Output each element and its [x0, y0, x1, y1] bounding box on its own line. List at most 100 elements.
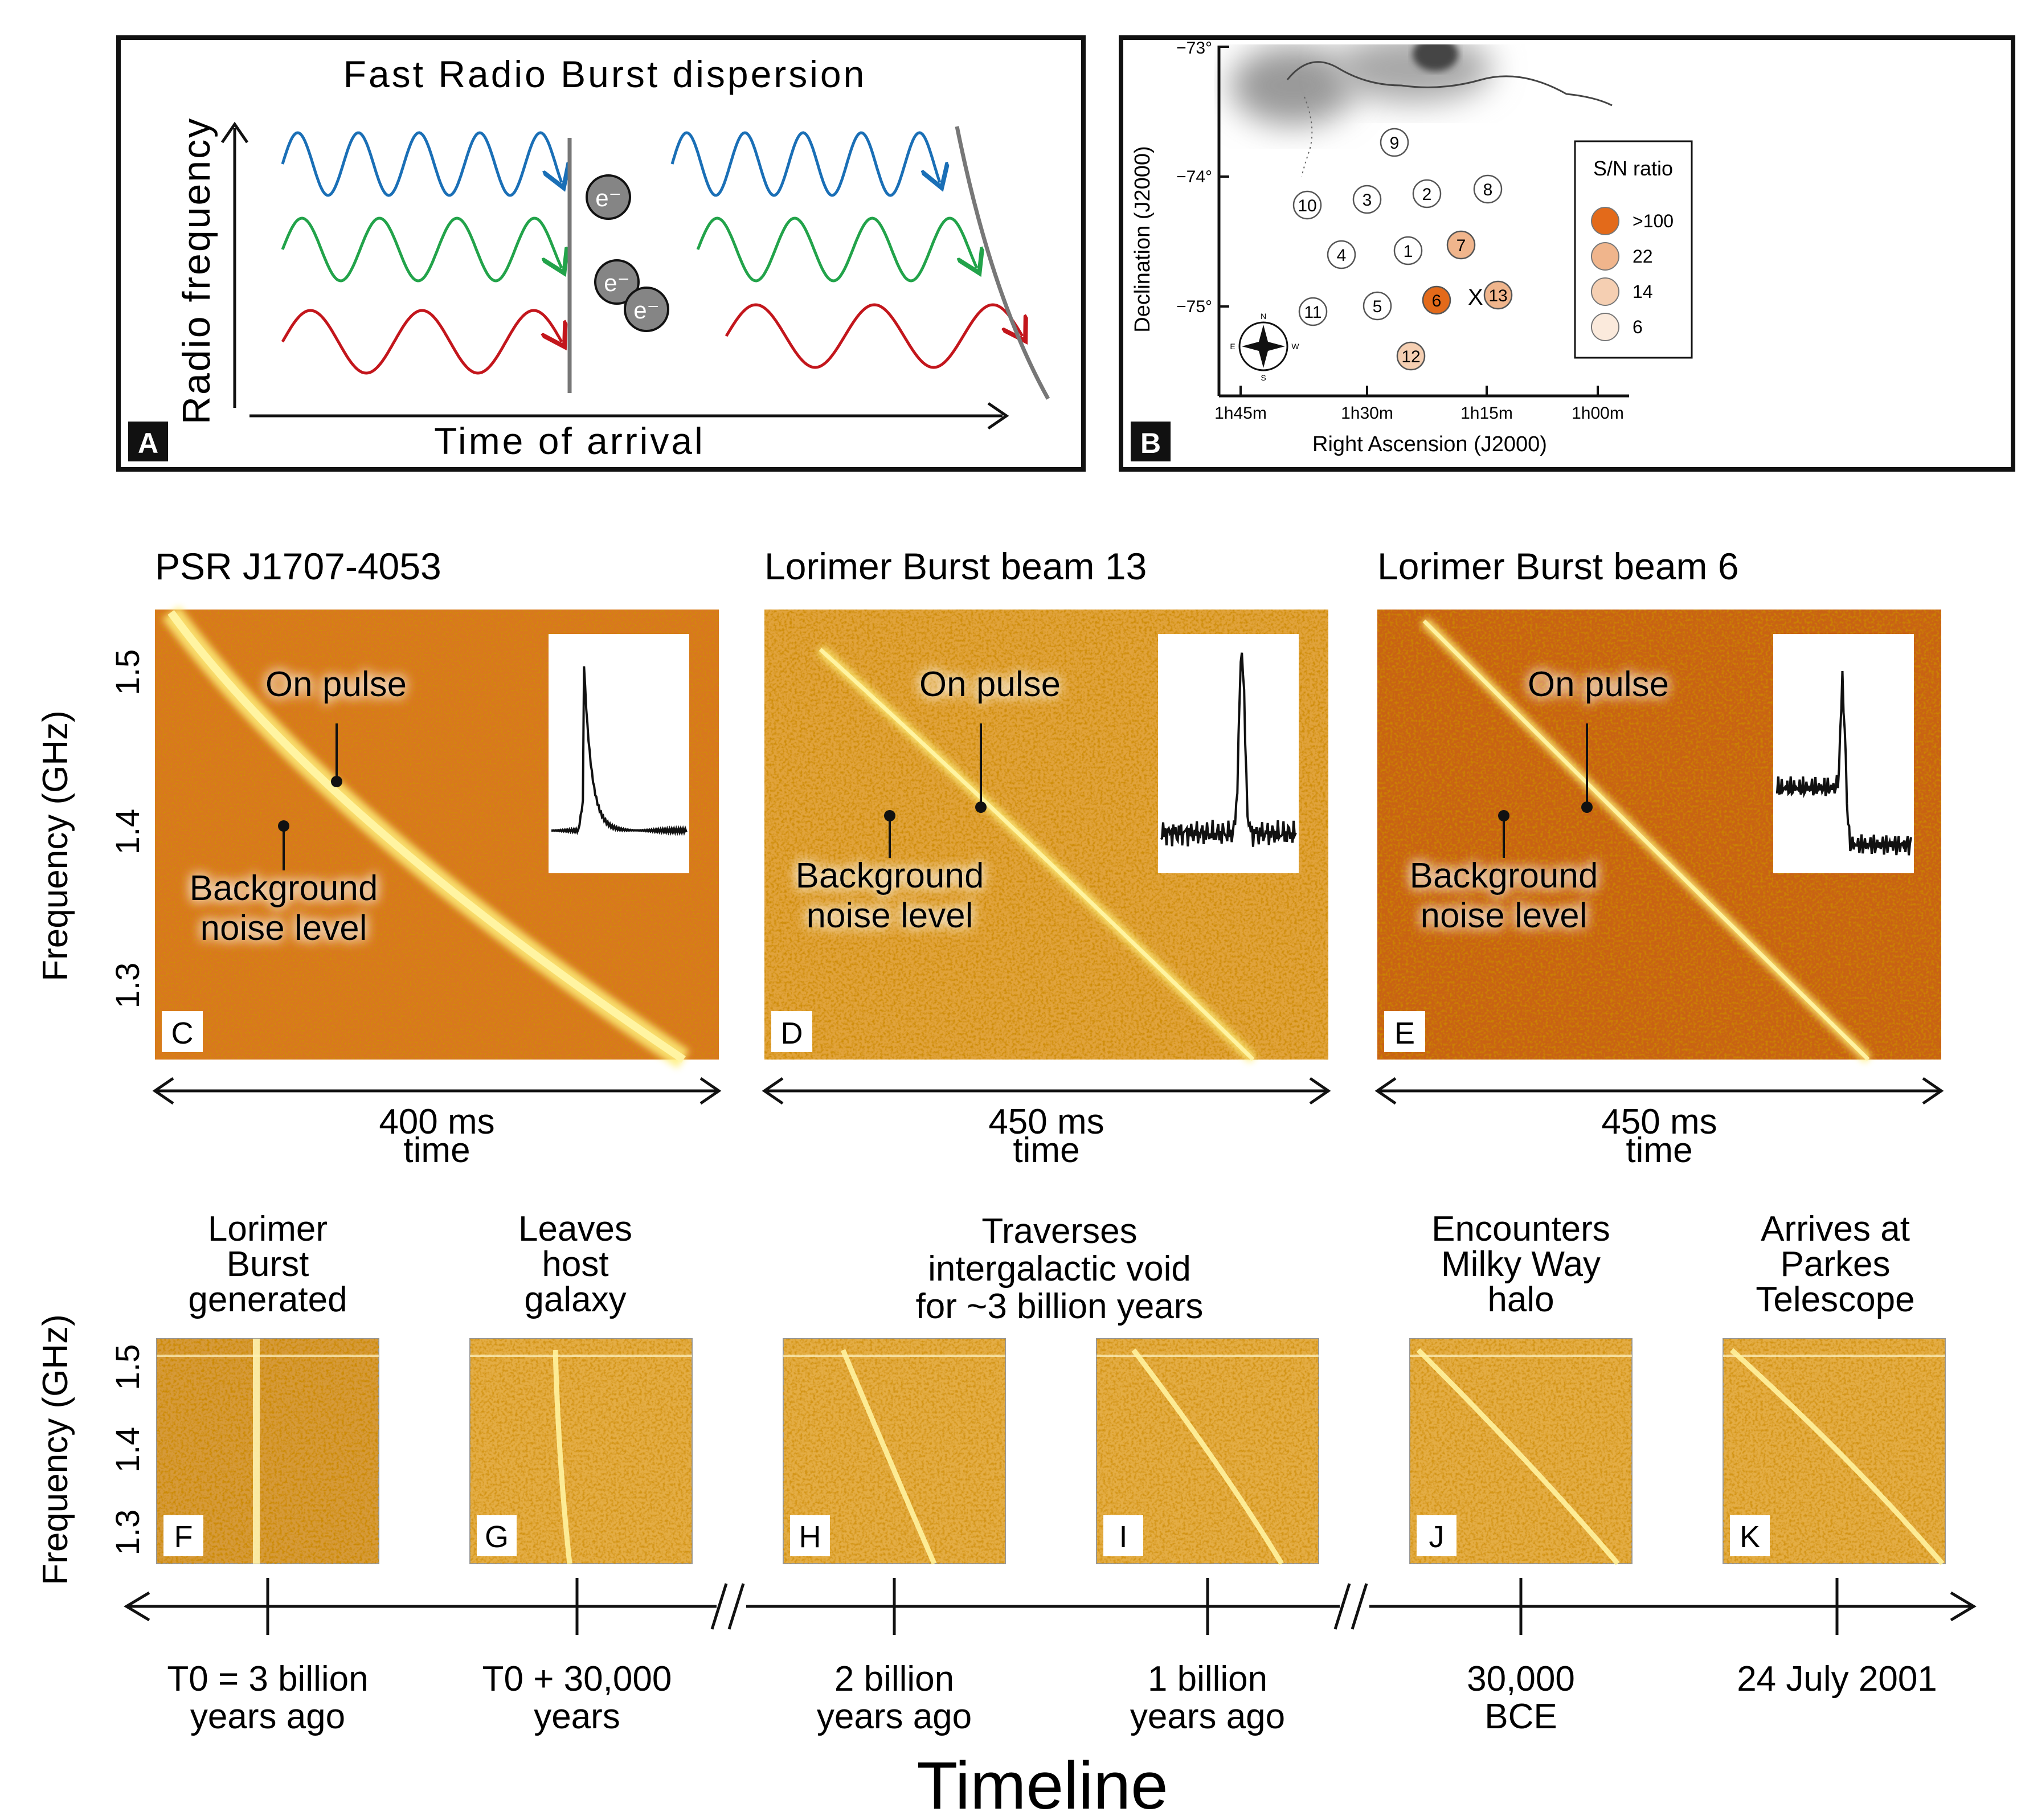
ra-ticks: 1h45m 1h30m 1h15m 1h00m	[1214, 386, 1624, 423]
electron-label: e⁻	[604, 269, 630, 296]
duration-label: 450 ms	[988, 1102, 1104, 1142]
beam-9-marker	[1380, 128, 1409, 157]
ra-tick-label: 1h45m	[1214, 404, 1267, 423]
time-label: time	[1626, 1131, 1692, 1170]
dec-axis-label: Declination (J2000)	[1131, 146, 1155, 332]
noise-label-line2: noise level	[1421, 896, 1588, 935]
arrow-left-icon	[762, 1077, 784, 1105]
beam-11-marker	[1298, 297, 1328, 326]
beam-6-marker	[1422, 285, 1451, 315]
on-pulse-label: On pulse	[265, 665, 407, 704]
pulse-profile-inset	[1773, 634, 1914, 873]
legend-swatch	[1591, 242, 1619, 271]
beam-7-marker	[1446, 230, 1476, 260]
time-label-line2: years ago	[190, 1697, 345, 1736]
stage-letter-box	[1103, 1515, 1143, 1556]
panel-b-letter: B	[1140, 427, 1161, 459]
dec-tick-label: −75°	[1176, 297, 1212, 316]
frequency-ticks-timeline: 1.5 1.4 1.3	[109, 1344, 146, 1556]
time-of-arrival-label: Time of arrival	[434, 420, 705, 462]
time-label-line1: 2 billion	[834, 1659, 954, 1699]
beam-13-marker	[1483, 280, 1513, 310]
pulse-profile-trace	[1160, 652, 1297, 847]
freq-tick: 1.5	[109, 649, 146, 696]
noise-label-line2: noise level	[807, 896, 973, 935]
dispersed-pulse	[1729, 1348, 1945, 1565]
stage-caption-l3: galaxy	[524, 1280, 626, 1319]
stage-caption-l1: Leaves	[518, 1209, 632, 1249]
dec-ticks: −73° −74° −75°	[1176, 39, 1229, 316]
compass-e: E	[1230, 342, 1235, 351]
electron-label: e⁻	[595, 185, 621, 211]
dispersed-pulse	[840, 1349, 937, 1565]
beam-label: 4	[1337, 246, 1347, 265]
stage-letter-box	[1417, 1515, 1457, 1556]
beam-label: 7	[1457, 236, 1466, 255]
stage-caption-l3: generated	[188, 1280, 347, 1319]
panel-a-letter: A	[138, 427, 158, 459]
wave-red-right	[725, 303, 1022, 369]
legend-label: >100	[1633, 211, 1674, 231]
noise-dot	[884, 810, 895, 821]
beam-label: 3	[1363, 191, 1372, 210]
noise-label-line2: noise level	[201, 909, 367, 948]
panel-a-frame	[116, 35, 1086, 472]
arrow-left-icon	[124, 1591, 150, 1622]
noise-label-line1: Background	[1410, 856, 1598, 895]
burst-location-mark: X	[1468, 285, 1483, 310]
compass-s: S	[1261, 373, 1266, 382]
arrow-left-icon	[1374, 1077, 1397, 1105]
legend-swatch	[1591, 207, 1619, 235]
dispersed-pulse	[1131, 1348, 1284, 1565]
pulse-profile-trace	[1775, 671, 1912, 856]
legend-swatch	[1591, 277, 1619, 306]
time-label-line2: years	[534, 1697, 620, 1736]
panel-letter: D	[781, 1016, 803, 1050]
panel-a-title: Fast Radio Burst dispersion	[343, 53, 867, 95]
beam-8-marker	[1473, 174, 1503, 204]
electron-cloud: e⁻ e⁻ e⁻	[586, 174, 669, 332]
compass-n: N	[1261, 312, 1266, 321]
waterfall-title: Lorimer Burst beam 6	[1377, 545, 1739, 587]
time-label-line2: years ago	[817, 1697, 972, 1736]
beam-label: 1	[1404, 242, 1413, 261]
time-label-line1: 1 billion	[1148, 1659, 1267, 1699]
ra-tick-label: 1h30m	[1341, 404, 1393, 423]
beam-4-marker	[1327, 240, 1356, 269]
stage-letter: K	[1740, 1520, 1760, 1554]
stage-caption-l1: Encounters	[1431, 1209, 1610, 1249]
waterfall-title: PSR J1707-4053	[155, 545, 441, 587]
wave-green-right	[696, 216, 977, 283]
arrow-up-icon	[220, 121, 249, 144]
beam-5-marker	[1363, 291, 1392, 321]
beam-label: 12	[1401, 347, 1420, 366]
compass-w: W	[1291, 342, 1299, 351]
on-pulse-dot	[975, 801, 987, 813]
duration-label: 450 ms	[1601, 1102, 1717, 1142]
beam-label: 8	[1483, 181, 1493, 199]
ra-tick-label: 1h15m	[1460, 404, 1513, 423]
stage-caption-l3: halo	[1487, 1280, 1554, 1319]
on-pulse-label: On pulse	[1528, 665, 1669, 704]
freq-tick: 1.4	[109, 809, 146, 855]
on-pulse-dot	[1581, 801, 1593, 813]
stage-letter: G	[485, 1520, 509, 1554]
panel-b: −73° −74° −75° 1h45m 1h30m 1h15m 1h00m R…	[1119, 35, 2015, 472]
beam-label: 13	[1488, 287, 1507, 305]
beam-2-marker	[1412, 179, 1442, 208]
stage-caption-l2: Parkes	[1781, 1245, 1891, 1284]
time-label-line2: BCE	[1484, 1697, 1557, 1736]
frequency-axis-label: Frequency (GHz)	[36, 710, 75, 981]
panel-letter-box	[771, 1011, 812, 1052]
panel-b-letter-box	[1131, 422, 1171, 461]
dispersed-pulse-core	[167, 610, 686, 1063]
electron-icon	[586, 174, 631, 220]
pulse-profile-inset	[549, 634, 689, 873]
